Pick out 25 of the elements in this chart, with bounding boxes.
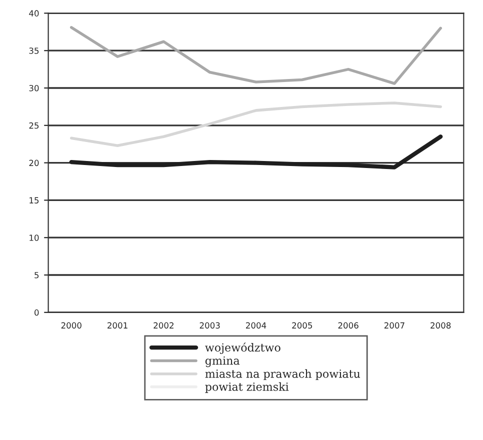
x-tick-label: 2002 xyxy=(154,322,174,329)
y-tick-label: 5 xyxy=(34,272,39,278)
x-tick-label: 2003 xyxy=(200,322,220,329)
y-tick-label: 30 xyxy=(29,84,39,92)
y-tick-label: 35 xyxy=(29,48,39,54)
y-tick-label: 25 xyxy=(29,122,39,129)
line-series xyxy=(69,134,443,170)
y-tick-label: 40 xyxy=(29,10,39,16)
x-tick-label: 2006 xyxy=(338,322,358,329)
line-series xyxy=(70,102,442,147)
line-series xyxy=(70,26,442,85)
x-tick-label: 2000 xyxy=(61,322,82,329)
legend-label: powiat ziemski xyxy=(205,382,289,394)
legend-label: gmina xyxy=(205,356,240,368)
legend-label: województwo xyxy=(205,342,280,354)
x-tick-label: 2008 xyxy=(430,322,451,329)
legend-label: miasta na prawach powiatu xyxy=(205,369,360,380)
y-tick-label: 15 xyxy=(30,197,39,204)
x-tick-label: 2005 xyxy=(292,322,312,329)
x-tick-label: 2007 xyxy=(384,322,404,329)
y-tick-label: 0 xyxy=(34,309,39,316)
y-tick-label: 20 xyxy=(29,160,39,166)
y-tick-label: 10 xyxy=(30,234,39,241)
x-tick-label: 2001 xyxy=(108,322,128,329)
x-tick-label: 2004 xyxy=(246,322,266,329)
